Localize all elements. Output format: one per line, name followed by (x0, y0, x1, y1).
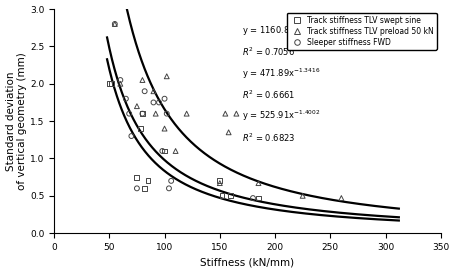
Point (122, 97, 130, 101)
Point (108, 82, 115, 86)
Point (126, 111, 133, 116)
Point (183, 111, 190, 116)
Point (111, 22, 118, 26)
Point (155, 100, 162, 105)
X-axis label: Stiffness (kN/mm): Stiffness (kN/mm) (200, 257, 294, 268)
Point (225, 130, 233, 135)
Point (159, 149, 166, 153)
Point (163, 111, 170, 116)
Point (233, 111, 240, 116)
Text: $R^2$ = 0.6661: $R^2$ = 0.6661 (242, 88, 295, 101)
Point (161, 149, 168, 153)
Point (218, 194, 226, 198)
Point (152, 111, 159, 116)
Point (144, 179, 152, 183)
Point (172, 149, 179, 153)
Point (161, 97, 168, 101)
Point (222, 111, 229, 116)
Legend: Track stiffness TLV swept sine, Track stiffness TLV preload 50 kN, Sleeper stiff: Track stiffness TLV swept sine, Track st… (287, 13, 437, 50)
Point (216, 181, 223, 185)
Point (165, 186, 172, 191)
Point (167, 179, 175, 183)
Point (255, 196, 262, 200)
Point (133, 186, 141, 191)
Point (141, 186, 148, 191)
Point (139, 111, 146, 116)
Point (139, 111, 146, 116)
Point (150, 89, 157, 93)
Point (249, 196, 257, 200)
Y-axis label: Standard deviation
of vertical geometry (mm): Standard deviation of vertical geometry … (5, 52, 27, 190)
Point (338, 196, 345, 200)
Point (106, 82, 113, 86)
Point (161, 126, 168, 131)
Point (150, 100, 157, 105)
Point (139, 78, 146, 82)
Text: y = 1160.8x$^{-1.4225}$: y = 1160.8x$^{-1.4225}$ (242, 24, 320, 38)
Point (255, 181, 262, 185)
Point (128, 134, 135, 138)
Point (133, 104, 141, 108)
Text: $R^2$ = 0.6823: $R^2$ = 0.6823 (242, 131, 295, 144)
Text: $R^2$ = 0.7056: $R^2$ = 0.7056 (242, 46, 294, 58)
Point (133, 175, 141, 179)
Point (163, 74, 170, 78)
Text: y = 471.89x$^{-1.3416}$: y = 471.89x$^{-1.3416}$ (242, 66, 320, 81)
Point (299, 194, 306, 198)
Point (141, 89, 148, 93)
Text: y = 525.91x$^{-1.4002}$: y = 525.91x$^{-1.4002}$ (242, 109, 320, 123)
Point (116, 82, 124, 86)
Point (227, 194, 234, 198)
Point (216, 179, 223, 183)
Point (111, 22, 118, 26)
Point (136, 126, 144, 131)
Point (116, 78, 124, 82)
